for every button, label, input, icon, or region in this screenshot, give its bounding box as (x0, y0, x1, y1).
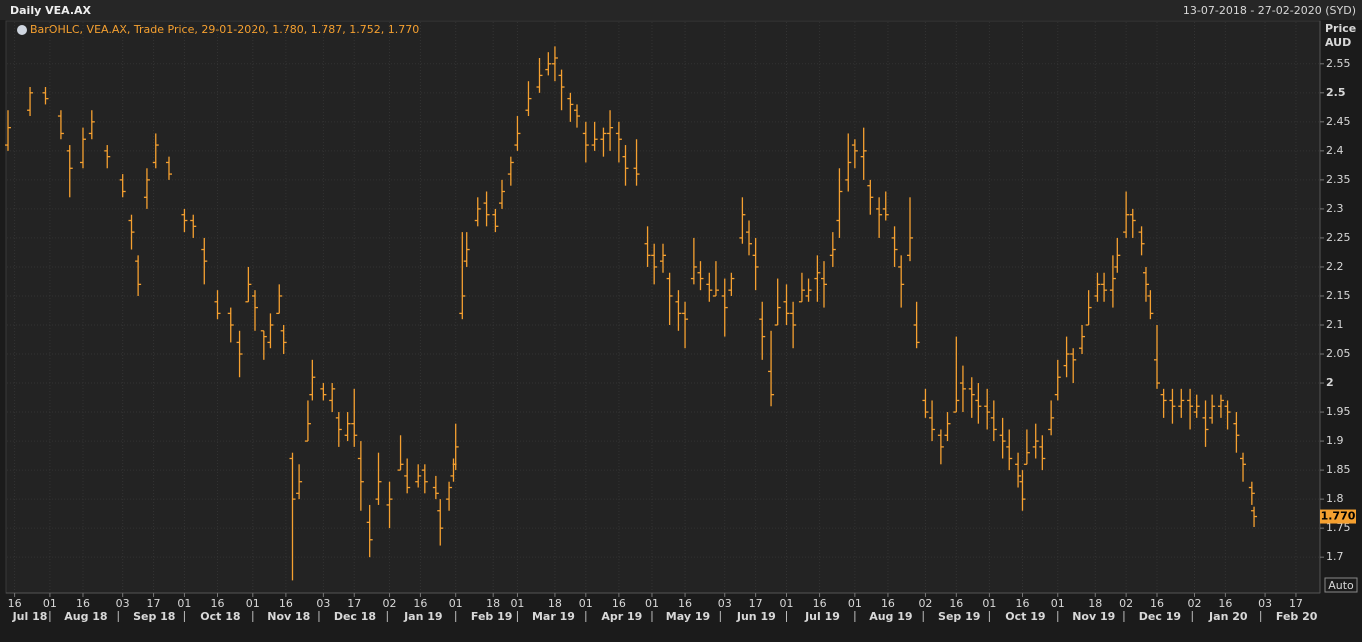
x-tick-label: 17 (147, 597, 161, 610)
y-tick-label: 1.95 (1326, 405, 1351, 418)
y-tick-label: 2.5 (1326, 86, 1346, 99)
month-label: Jan 20 (1208, 610, 1248, 623)
y-tick-label: 1.7 (1326, 550, 1344, 563)
x-tick-label: 16 (949, 597, 963, 610)
x-tick-label: 17 (749, 597, 763, 610)
x-tick-label: 16 (881, 597, 895, 610)
x-tick-label: 01 (246, 597, 260, 610)
month-label: Feb 19 (471, 610, 513, 623)
month-label: Mar 19 (532, 610, 575, 623)
y-tick-label: 1.75 (1326, 521, 1351, 534)
x-tick-label: 01 (645, 597, 659, 610)
y-tick-label: 2.55 (1326, 57, 1351, 70)
x-tick-label: 01 (1051, 597, 1065, 610)
x-tick-label: 02 (918, 597, 932, 610)
x-tick-label: 16 (76, 597, 90, 610)
month-label: Sep 18 (133, 610, 175, 623)
month-label: Oct 19 (1005, 610, 1045, 623)
y-tick-label: 2.1 (1326, 318, 1344, 331)
x-tick-label: 16 (1015, 597, 1029, 610)
y-tick-label: 2.3 (1326, 202, 1344, 215)
x-tick-label: 18 (1088, 597, 1102, 610)
x-tick-label: 01 (449, 597, 463, 610)
month-label: Nov 19 (1072, 610, 1115, 623)
date-range: 13-07-2018 - 27-02-2020 (SYD) (1183, 4, 1356, 17)
y-tick-label: 2.4 (1326, 144, 1344, 157)
month-label: Feb 20 (1276, 610, 1318, 623)
y-tick-label: 2.2 (1326, 260, 1344, 273)
y-tick-label: 1.9 (1326, 434, 1344, 447)
month-label: Jun 19 (736, 610, 776, 623)
x-tick-label: 01 (982, 597, 996, 610)
y-tick-label: 2.35 (1326, 173, 1351, 186)
plot-area (5, 20, 1321, 594)
y-axis-title: Price (1325, 22, 1356, 35)
x-tick-label: 17 (1289, 597, 1303, 610)
x-tick-label: 03 (316, 597, 330, 610)
x-tick-label: 03 (1258, 597, 1272, 610)
scale-button[interactable] (1324, 577, 1358, 593)
month-label: Apr 19 (601, 610, 642, 623)
chart-title: Daily VEA.AX (10, 4, 92, 17)
x-tick-label: 18 (548, 597, 562, 610)
x-tick-label: 01 (579, 597, 593, 610)
x-tick-label: 01 (43, 597, 57, 610)
y-tick-label: 2.25 (1326, 231, 1351, 244)
x-tick-label: 16 (612, 597, 626, 610)
y-tick-label: 2.15 (1326, 289, 1351, 302)
x-tick-label: 16 (1150, 597, 1164, 610)
x-tick-label: 16 (1218, 597, 1232, 610)
y-tick-label: 2.45 (1326, 115, 1351, 128)
month-label: Oct 18 (200, 610, 240, 623)
x-tick-label: 01 (510, 597, 524, 610)
month-label: Dec 18 (334, 610, 376, 623)
month-label: Jul 18 (12, 610, 48, 623)
x-tick-label: 16 (211, 597, 225, 610)
legend-icon[interactable] (17, 25, 27, 35)
header-bar (0, 0, 1362, 20)
x-tick-label: 03 (718, 597, 732, 610)
last-price-label: 1.770 (1321, 510, 1356, 523)
y-tick-label: 2.05 (1326, 347, 1351, 360)
x-tick-label: 16 (279, 597, 293, 610)
x-tick-label: 02 (1187, 597, 1201, 610)
last-price-box (1320, 509, 1356, 524)
y-tick-label: 2 (1326, 376, 1334, 389)
month-label: Dec 19 (1139, 610, 1181, 623)
x-tick-label: 01 (177, 597, 191, 610)
x-tick-label: 02 (1119, 597, 1133, 610)
x-tick-label: 03 (116, 597, 130, 610)
month-label: Sep 19 (938, 610, 980, 623)
x-tick-label: 16 (8, 597, 22, 610)
month-label: Jan 19 (403, 610, 442, 623)
x-tick-label: 01 (848, 597, 862, 610)
y-tick-label: 1.8 (1326, 492, 1344, 505)
month-label: Jul 19 (804, 610, 840, 623)
month-label: Aug 19 (869, 610, 912, 623)
x-tick-label: 18 (486, 597, 500, 610)
scale-button-label[interactable]: Auto (1328, 579, 1354, 592)
month-label: Nov 18 (267, 610, 310, 623)
month-label: Aug 18 (64, 610, 107, 623)
y-tick-label: 1.85 (1326, 463, 1351, 476)
x-tick-label: 02 (383, 597, 397, 610)
y-axis-unit: AUD (1325, 36, 1351, 49)
x-tick-label: 17 (347, 597, 361, 610)
x-tick-label: 16 (678, 597, 692, 610)
legend-text: BarOHLC, VEA.AX, Trade Price, 29-01-2020… (30, 23, 419, 36)
month-label: May 19 (666, 610, 710, 623)
x-tick-label: 16 (413, 597, 427, 610)
x-tick-label: 16 (813, 597, 827, 610)
x-tick-label: 01 (780, 597, 794, 610)
